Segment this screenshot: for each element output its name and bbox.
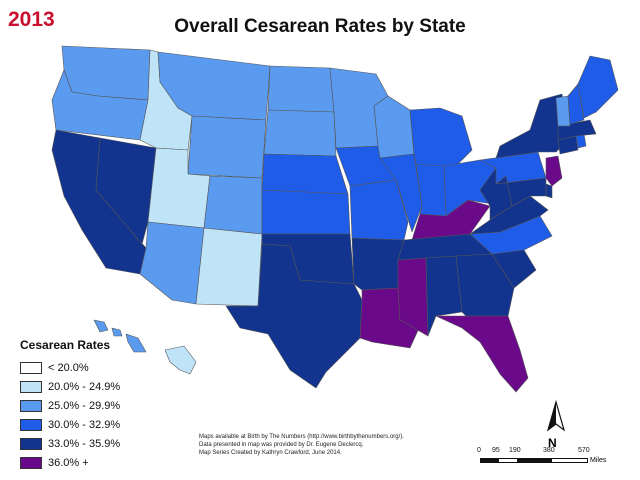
scale-tick: 570 <box>578 447 590 454</box>
state-tx <box>225 243 363 389</box>
state-nh <box>567 83 585 125</box>
legend-swatch <box>20 456 42 469</box>
state-wi <box>373 95 415 159</box>
legend-item: 30.0% - 32.9% <box>20 415 165 434</box>
state-hi <box>93 319 147 353</box>
north-label: N <box>548 436 557 450</box>
legend-label: 25.0% - 29.9% <box>48 399 121 412</box>
legend-label: < 20.0% <box>48 361 89 374</box>
legend-label: 30.0% - 32.9% <box>48 418 121 431</box>
year-label: 2013 <box>8 8 55 31</box>
legend-swatch <box>20 380 42 393</box>
credit-line: Data presented in map was provided by Dr… <box>199 442 364 448</box>
legend-swatch <box>20 361 42 374</box>
scale-unit: Miles <box>590 457 607 464</box>
state-al <box>425 255 463 337</box>
state-fl <box>435 315 529 393</box>
legend: Cesarean Rates < 20.0% 20.0% - 24.9% 25.… <box>20 338 165 472</box>
credit-line: Map Series Created by Kathryn Crawford, … <box>199 450 342 456</box>
scale-tick: 380 <box>543 447 555 454</box>
scale-tick: 190 <box>509 447 521 454</box>
state-il <box>379 153 423 233</box>
state-nm <box>195 227 263 307</box>
legend-item: 20.0% - 24.9% <box>20 377 165 396</box>
map-title: Overall Cesarean Rates by State <box>174 16 466 37</box>
legend-item: 33.0% - 35.9% <box>20 434 165 453</box>
legend-swatch <box>20 418 42 431</box>
state-nj <box>545 155 563 187</box>
state-ks <box>261 189 351 235</box>
legend-label: 20.0% - 24.9% <box>48 380 121 393</box>
legend-item: < 20.0% <box>20 358 165 377</box>
legend-label: 36.0% + <box>48 456 89 469</box>
legend-label: 33.0% - 35.9% <box>48 437 121 450</box>
state-wa <box>61 45 151 101</box>
state-nv <box>95 137 157 245</box>
state-mo <box>349 179 409 241</box>
state-sd <box>263 109 337 157</box>
scale-tick: 95 <box>492 447 500 454</box>
state-az <box>139 221 205 305</box>
scale-bar <box>480 458 588 463</box>
state-de <box>545 183 553 199</box>
state-vt <box>555 95 571 127</box>
legend-swatch <box>20 399 42 412</box>
credits: Maps available at Birth by The Numbers (… <box>199 433 469 457</box>
legend-item: 25.0% - 29.9% <box>20 396 165 415</box>
state-co <box>203 175 263 235</box>
scale-tick: 0 <box>477 447 481 454</box>
legend-item: 36.0% + <box>20 453 165 472</box>
state-ak <box>164 345 197 375</box>
legend-swatch <box>20 437 42 450</box>
state-ne <box>261 153 349 195</box>
state-ar <box>351 237 405 291</box>
state-wy <box>187 115 267 179</box>
state-me <box>577 55 619 119</box>
state-mi <box>409 107 473 171</box>
credit-line: Maps available at Birth by The Numbers (… <box>199 434 404 440</box>
state-nd <box>267 65 335 113</box>
legend-title: Cesarean Rates <box>20 338 111 352</box>
state-va <box>469 195 549 235</box>
north-arrow-icon <box>546 400 566 432</box>
state-md <box>495 175 547 207</box>
